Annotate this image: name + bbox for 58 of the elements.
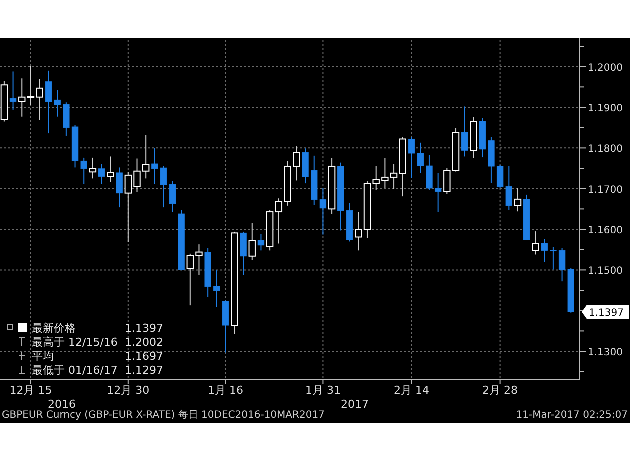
candlestick (152, 148, 158, 185)
candlestick (496, 164, 504, 189)
candlestick (550, 246, 557, 270)
annotation: 1.1297 (125, 364, 164, 377)
candlestick (80, 157, 88, 185)
candlestick (240, 231, 247, 276)
y-tick-label: 1.1800 (588, 144, 623, 156)
candlestick (408, 136, 416, 179)
x-tick-label: 2月 28 (482, 384, 518, 397)
text: 11-Mar-2017 02:25:07 (516, 410, 628, 421)
candlestick (10, 71, 17, 110)
y-tick-label: 1.1300 (588, 348, 623, 359)
annotation: 最低于 01/16/17 (32, 364, 118, 377)
candlestick (54, 90, 61, 118)
candlestick (45, 70, 52, 134)
candlestick (248, 222, 256, 261)
candlestick (222, 300, 230, 354)
candlestick (462, 106, 468, 158)
annotation: 最新价格 (32, 322, 76, 335)
y-tick-label: 1.2000 (588, 62, 623, 74)
y-tick-label: 1.1600 (588, 226, 623, 237)
x-tick-label: 2月 14 (394, 384, 430, 397)
candlestick (160, 166, 168, 208)
text: 1.1397 (589, 308, 624, 320)
text: 2016 (48, 398, 76, 411)
annotation: 平均 (32, 350, 54, 363)
text: 2017 (341, 398, 369, 411)
candlestick (89, 157, 97, 180)
candlestick (116, 167, 123, 208)
y-tick-label: 1.1900 (588, 104, 623, 115)
annotation: 1.2002 (125, 336, 164, 349)
candlestick (214, 270, 220, 308)
candlestick (506, 166, 513, 210)
y-tick-label: 1.1700 (588, 184, 623, 196)
candlestick (426, 154, 433, 191)
candlestick (107, 156, 114, 183)
candlestick (18, 78, 26, 118)
candlestick (63, 102, 70, 136)
candlestick (558, 248, 566, 282)
candlestick (417, 142, 424, 174)
annotation: 1.1697 (125, 350, 164, 363)
x-tick-label: 1月 31 (305, 384, 341, 397)
x-tick-label: 12月 15 (10, 384, 52, 397)
annotation: 1.1397 (125, 322, 164, 335)
x-tick-label: 12月 30 (107, 384, 150, 397)
candlestick (169, 180, 176, 213)
y-tick-label: 1.1500 (588, 266, 623, 278)
candlestick (258, 234, 265, 252)
x-tick-label: 1月 16 (208, 384, 244, 397)
candlestick (434, 172, 442, 213)
candlestick (541, 238, 548, 263)
annotation: 最高于 12/15/16 (32, 336, 118, 349)
candlestick (355, 212, 362, 252)
text: GBPEUR Curncy (GBP-EUR X-RATE) 每日 10DEC2016-10MAR2017 (2, 409, 325, 421)
candlestick (320, 188, 327, 236)
candlestick (532, 231, 540, 256)
candlestick (98, 164, 106, 185)
candlestick (514, 188, 522, 212)
